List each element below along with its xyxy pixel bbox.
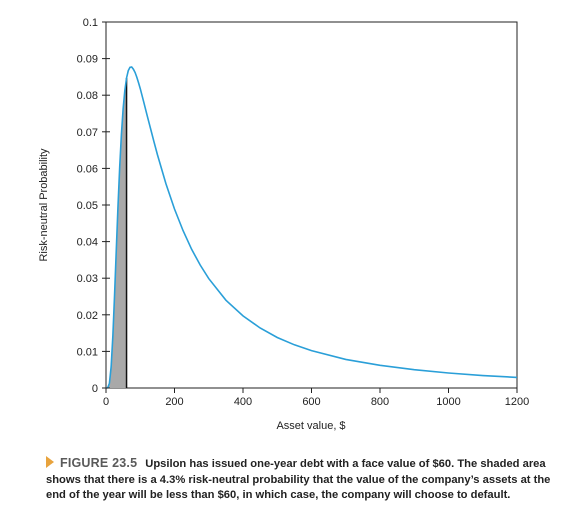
y-tick-label: 0.03	[77, 273, 98, 285]
caption-marker-icon	[46, 456, 54, 468]
x-tick-label: 0	[103, 396, 109, 408]
shaded-area	[106, 77, 127, 389]
probability-curve	[105, 66, 518, 389]
y-tick-label: 0.09	[77, 54, 98, 66]
x-tick-label: 1200	[505, 396, 529, 408]
x-tick-label: 600	[302, 396, 320, 408]
x-tick-label: 200	[165, 396, 183, 408]
y-tick-label: 0.04	[77, 237, 98, 249]
y-tick-label: 0.07	[77, 127, 98, 139]
y-axis-label: Risk-neutral Probability	[38, 148, 50, 262]
y-tick-label: 0	[92, 383, 98, 395]
x-tick-label: 400	[234, 396, 252, 408]
series-layer	[105, 66, 518, 389]
plot-area-frame	[105, 21, 518, 389]
figure-caption: FIGURE 23.5 Upsilon has issued one-year d…	[46, 456, 556, 504]
x-axis-label: Asset value, $	[276, 420, 345, 432]
y-tick-label: 0.05	[77, 200, 98, 212]
figure-number: FIGURE 23.5	[60, 456, 138, 470]
x-tick-label: 800	[371, 396, 389, 408]
shaded-default-region	[106, 77, 128, 389]
y-tick-label: 0.08	[77, 90, 98, 102]
y-tick-label: 0.01	[77, 346, 98, 358]
y-tick-label: 0.02	[77, 310, 98, 322]
x-axis: 0 200 400 600 800 1000 1200	[103, 388, 529, 408]
y-axis: 0 0.01 0.02 0.03 0.04 0.05 0.06 0.07 0.08 0.09 0.1	[77, 17, 110, 395]
x-tick-label: 1000	[436, 396, 460, 408]
caption-text: Upsilon has issued one-year debt with a …	[46, 458, 551, 501]
y-tick-label: 0.06	[77, 163, 98, 175]
y-tick-label: 0.1	[83, 17, 98, 29]
